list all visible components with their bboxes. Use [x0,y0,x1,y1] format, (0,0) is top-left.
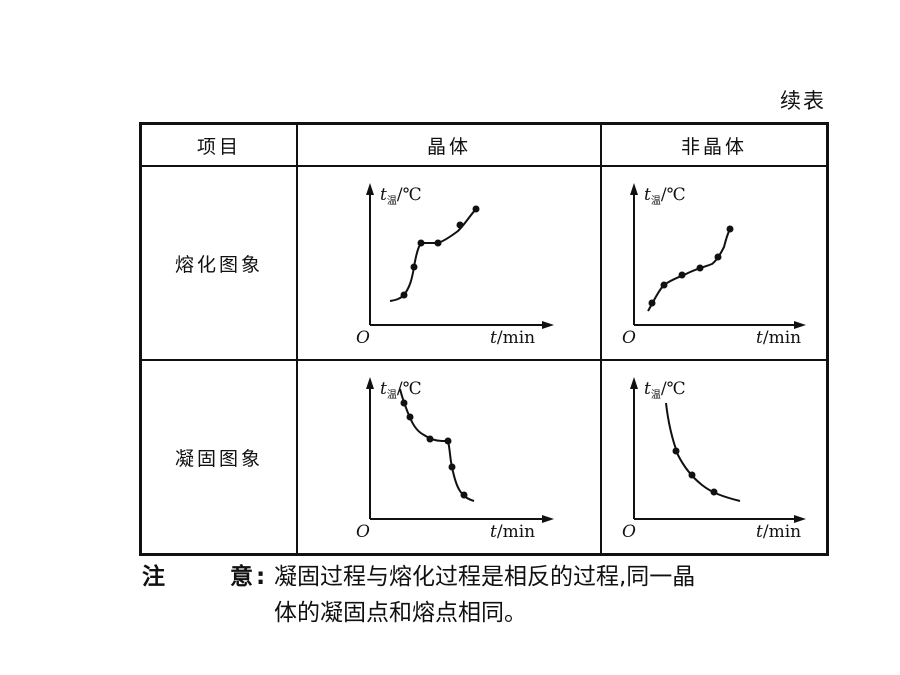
crystal-solidifying-curve [399,388,475,502]
amorphous-solidifying-svg: t温/℃ O t/min [622,377,806,542]
crystal-melting-curve [389,206,479,302]
origin-label: O [356,328,370,348]
y-axis-arrow [630,377,638,389]
crystal-melting-svg: t温/℃ O t/min [356,183,554,348]
curve-point [710,488,718,496]
table-row-solidifying: 凝固图象 t温/℃ O t/min [139,359,829,556]
x-axis-label: t/min [490,328,535,348]
curve-point [434,239,442,247]
origin-label: O [622,522,636,542]
row-label-solidifying: 凝固图象 [139,359,298,556]
curve-point [460,491,468,499]
table-caption: 续表 [780,89,826,113]
curve-point [660,281,668,289]
x-axis-label: t/min [490,522,535,542]
header-item: 项目 [139,122,298,167]
curve-point [410,263,418,271]
note-text-line1: 凝固过程与熔化过程是相反的过程,同一晶 [274,564,696,590]
origin-label: O [622,328,636,348]
table-row-melting: 熔化图象 t温/℃ O t/min [139,165,829,361]
y-axis-label: t温/℃ [644,185,686,207]
curve-point [406,413,414,421]
curve-point [714,253,722,261]
curve-point [448,463,456,471]
y-axis-label: t温/℃ [380,185,422,207]
origin-label: O [356,522,370,542]
header-amorphous: 非晶体 [600,122,829,167]
x-axis-arrow [794,515,806,523]
graph-amorphous-solidifying: t温/℃ O t/min [600,359,829,556]
graph-crystal-solidifying: t温/℃ O t/min [296,359,602,556]
comparison-table: 项目 晶体 非晶体 熔化图象 t温/℃ O t/min [139,122,829,556]
y-axis-label: t温/℃ [644,379,686,401]
graph-amorphous-melting: t温/℃ O t/min [600,165,829,361]
x-axis-arrow [794,321,806,329]
curve-point [672,447,680,455]
note-label-second-char: 意 [230,564,253,590]
x-axis-label: t/min [756,328,801,348]
amorphous-melting-svg: t温/℃ O t/min [622,183,806,348]
row-label-melting: 熔化图象 [139,165,298,361]
table-header-row: 项目 晶体 非晶体 [139,122,829,167]
curve-point [678,271,686,279]
curve-point [726,225,734,233]
x-axis-arrow [542,515,554,523]
note-colon: : [256,564,266,590]
curve-point [688,471,696,479]
crystal-solidifying-svg: t温/℃ O t/min [356,377,554,542]
curve-point [456,221,464,229]
amorphous-melting-curve [647,228,731,312]
curve-point [472,205,480,213]
curve-point [400,291,408,299]
amorphous-solidifying-curve [665,402,741,502]
y-axis-label: t温/℃ [380,379,422,401]
curve-point [417,239,425,247]
graph-crystal-melting: t温/℃ O t/min [296,165,602,361]
curve-point [696,264,704,272]
header-crystal: 晶体 [296,122,602,167]
x-axis-label: t/min [756,522,801,542]
note-label-first-char: 注 [142,564,165,590]
y-axis-arrow [630,183,638,195]
curve-point [648,299,656,307]
curve-point [400,399,408,407]
x-axis-arrow [542,321,554,329]
note-text-line2: 体的凝固点和熔点相同。 [274,600,527,626]
curve-point [444,437,452,445]
y-axis-arrow [366,183,374,195]
y-axis-arrow [366,377,374,389]
curve-point [426,435,434,443]
